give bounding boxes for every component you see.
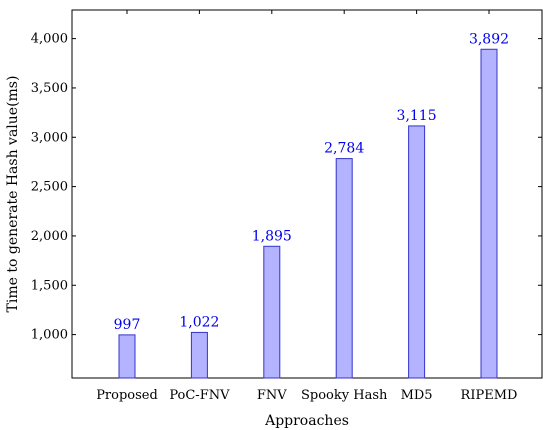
bar-value-label: 3,115 (397, 108, 437, 124)
y-axis: 1,000 1,500 2,000 2,500 3,000 3,500 4,000 (31, 32, 542, 343)
y-tick-label: 1,500 (31, 278, 68, 293)
bar-value-label: 3,892 (469, 31, 509, 47)
bar-value-label: 1,022 (179, 314, 219, 330)
x-tick-label: PoC-FNV (169, 388, 230, 403)
data-labels: 997 1,022 1,895 2,784 3,115 3,892 (114, 31, 509, 333)
bar (335, 158, 353, 379)
plot-frame (71, 9, 543, 379)
bar-value-label: 2,784 (324, 141, 364, 157)
x-axis: Proposed PoC-FNV FNV Spooky Hash MD5 RIPEMD (96, 10, 517, 403)
y-tick-label: 2,500 (31, 180, 68, 195)
y-tick-label: 3,500 (31, 81, 68, 96)
x-tick-label: RIPEMD (461, 388, 518, 403)
bar (408, 125, 426, 379)
x-tick-label: MD5 (401, 388, 433, 403)
bar (480, 48, 498, 379)
bar-value-label: 1,895 (252, 228, 292, 244)
bar-value-label: 997 (114, 317, 141, 333)
bars (118, 48, 498, 379)
bar (263, 245, 281, 379)
x-tick-label: FNV (257, 388, 287, 403)
bar (118, 334, 136, 379)
x-tick-label: Proposed (96, 388, 158, 403)
y-tick-label: 3,000 (31, 130, 68, 145)
y-tick-label: 2,000 (31, 229, 68, 244)
y-tick-label: 4,000 (31, 32, 68, 47)
x-axis-title: Approaches (264, 413, 349, 429)
x-tick-label: Spooky Hash (301, 388, 388, 403)
y-tick-label: 1,000 (31, 328, 68, 343)
y-axis-title: Time to generate Hash value(ms) (5, 76, 21, 313)
bar (190, 331, 208, 379)
